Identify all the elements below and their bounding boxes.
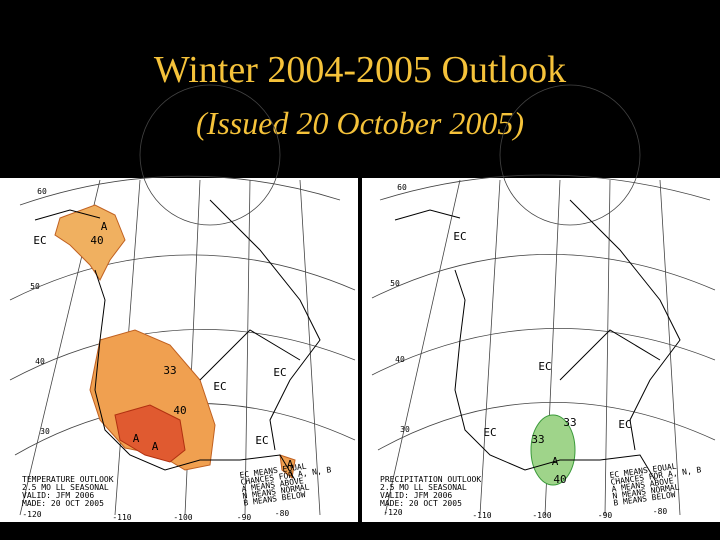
map-label: EC: [618, 418, 631, 431]
latitude-label: 60: [37, 187, 47, 196]
region-above-strong: [114, 404, 186, 463]
map-label: EC: [273, 366, 286, 379]
map-label: EC: [483, 426, 496, 439]
latitude-label: 30: [40, 427, 50, 436]
graticule: [499, 84, 641, 226]
latitude-label: 40: [395, 355, 405, 364]
longitude-label: -120: [22, 510, 41, 519]
graticule: [9, 175, 356, 456]
longitude-label: -100: [532, 511, 551, 520]
coastline: [394, 199, 681, 481]
caption-line: MADE: 20 OCT 2005: [380, 499, 462, 508]
region-above: [54, 204, 126, 281]
title: Winter 2004-2005 Outlook: [154, 49, 566, 91]
caption-line: TEMPERATURE OUTLOOK: [22, 475, 114, 484]
map-right: [362, 84, 720, 522]
subtitle: (Issued 20 October 2005): [196, 105, 524, 141]
map-label: EC: [33, 234, 46, 247]
graticule: [139, 84, 281, 226]
graticule: [384, 179, 681, 516]
caption-line: 2.5 MO LL SEASONAL: [22, 483, 109, 492]
longitude-label: -80: [653, 507, 668, 516]
caption-line: MADE: 20 OCT 2005: [22, 499, 104, 508]
latitude-label: 30: [400, 425, 410, 434]
map-label: 33: [163, 364, 176, 377]
map-label: EC: [453, 230, 466, 243]
map-label: 33: [563, 416, 576, 429]
map-label: EC: [213, 380, 226, 393]
map-left: [0, 84, 358, 522]
map-label: 40: [173, 404, 186, 417]
graticule: [371, 174, 716, 451]
longitude-label: -120: [383, 508, 402, 517]
longitude-label: -100: [173, 513, 192, 522]
map-label: EC: [255, 434, 268, 447]
map-label: A: [133, 432, 140, 445]
map-label: 40: [90, 234, 103, 247]
latitude-label: 50: [390, 279, 400, 288]
map-label: 33: [531, 433, 544, 446]
coastline: [34, 199, 321, 481]
latitude-label: 50: [30, 282, 40, 291]
latitude-label: 60: [397, 183, 407, 192]
caption-line: PRECIPITATION OUTLOOK: [380, 475, 481, 484]
caption-line: 2.5 MO LL SEASONAL: [380, 483, 467, 492]
caption-line: VALID: JFM 2006: [22, 491, 94, 500]
caption-line: VALID: JFM 2006: [380, 491, 452, 500]
longitude-label: -90: [598, 511, 613, 520]
region-above: [530, 414, 576, 486]
map-label: A: [552, 455, 559, 468]
map-label: A: [101, 220, 108, 233]
longitude-label: -110: [112, 513, 131, 522]
map-label: EC: [538, 360, 551, 373]
map-label: A: [152, 440, 159, 453]
longitude-label: -110: [472, 511, 491, 520]
latitude-label: 40: [35, 357, 45, 366]
map-label: A: [287, 458, 294, 471]
map-label: 40: [553, 473, 566, 486]
longitude-label: -90: [237, 513, 252, 522]
longitude-label: -80: [275, 509, 290, 518]
